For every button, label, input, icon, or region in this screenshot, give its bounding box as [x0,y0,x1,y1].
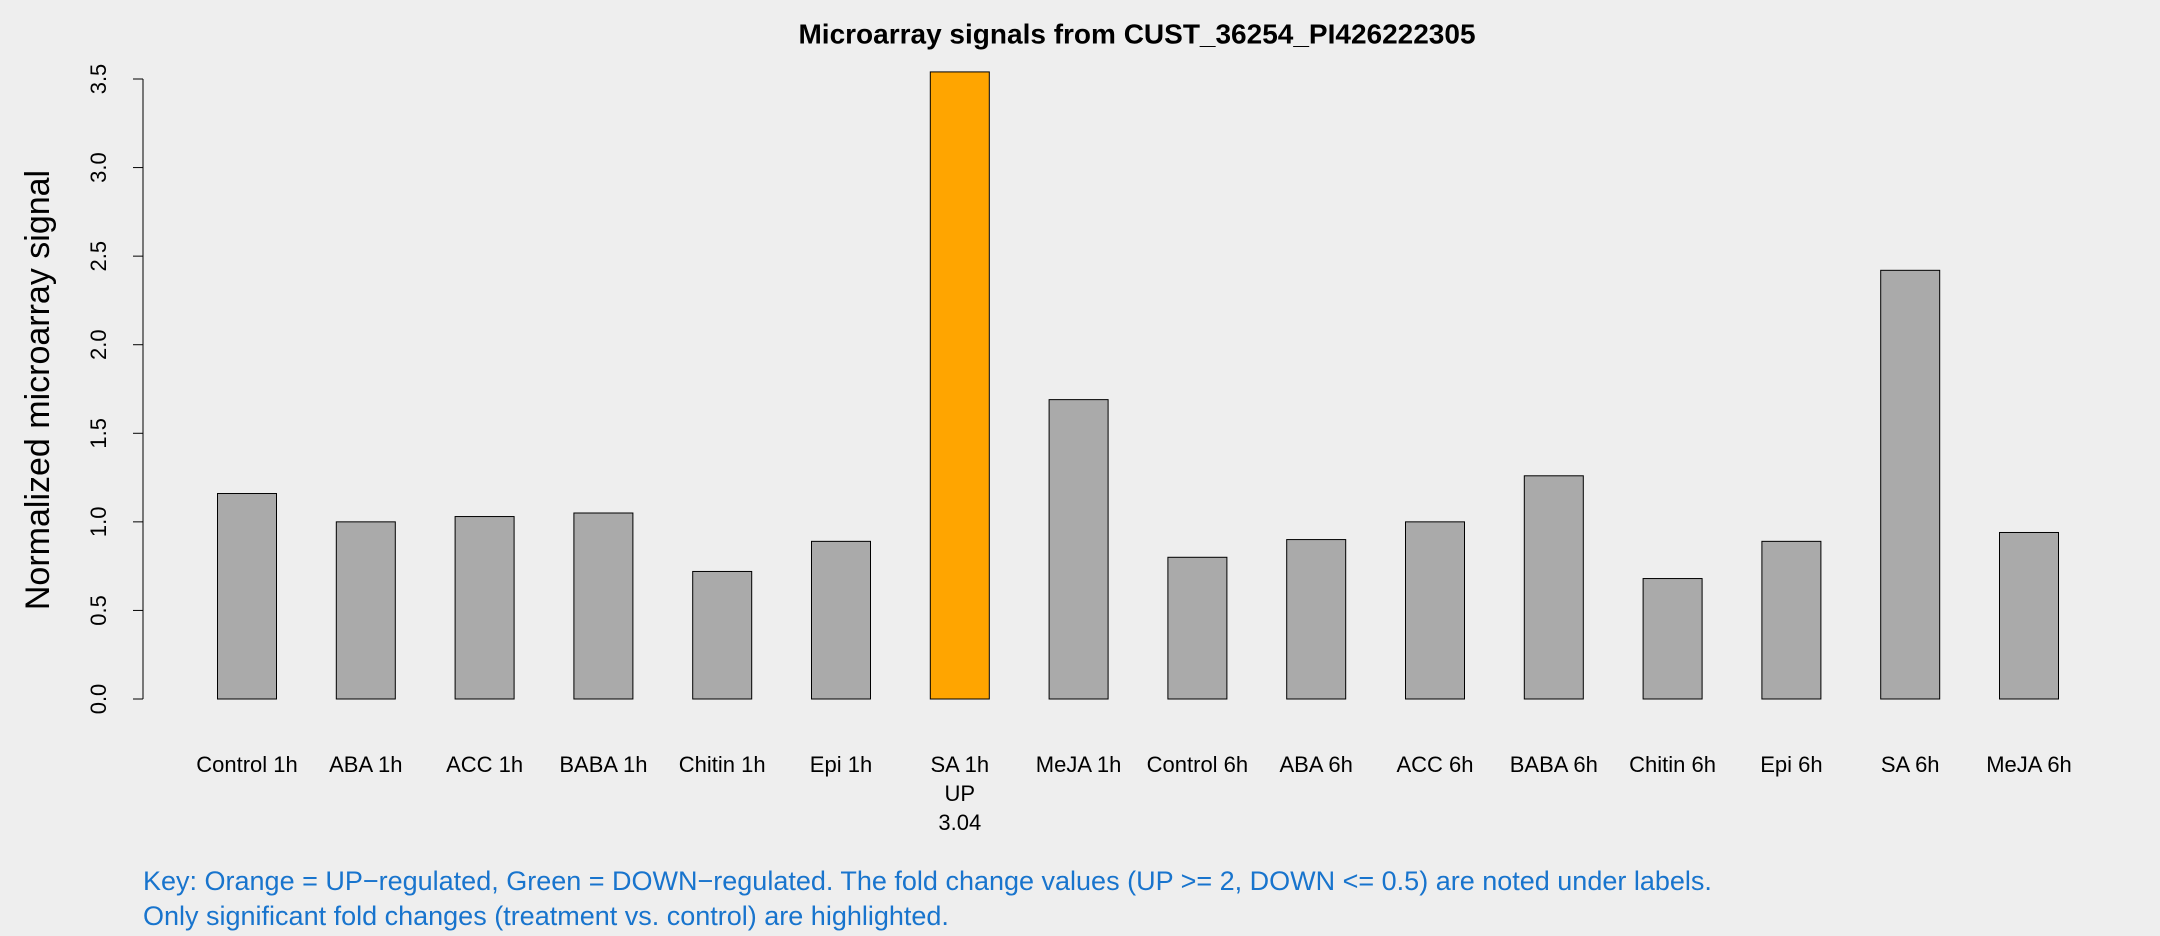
bar [1286,539,1347,700]
regulation-label: UP [945,781,976,806]
x-tick-label: Chitin 6h [1629,752,1716,777]
x-tick-label: MeJA 6h [1986,752,2072,777]
bar [811,540,871,700]
bar [1761,540,1822,700]
bar [1999,531,2059,700]
x-tick-label: BABA 6h [1510,752,1598,777]
y-tick-label: 1.5 [86,418,111,449]
fold-change-label: 3.04 [938,810,981,835]
bar [1880,269,1941,700]
x-tick-label: ACC 6h [1396,752,1473,777]
bar [335,521,396,700]
bar [217,493,277,700]
y-tick-label: 3.0 [86,152,111,183]
bar [1167,556,1228,700]
x-tick-label: MeJA 1h [1036,752,1122,777]
x-tick-label: Epi 1h [810,752,872,777]
key-text: Only significant fold changes (treatment… [143,901,949,931]
bar [692,570,753,700]
y-tick-label: 0.5 [86,595,111,626]
y-tick-label: 0.0 [86,684,111,715]
y-tick-label: 3.5 [86,64,111,95]
x-tick-label: SA 1h [930,752,989,777]
x-tick-label: Control 1h [196,752,298,777]
x-tick-label: Epi 6h [1760,752,1822,777]
chart-title: Microarray signals from CUST_36254_PI426… [798,18,1475,49]
x-tick-label: SA 6h [1881,752,1940,777]
bar [573,512,634,700]
x-tick-label: ACC 1h [446,752,523,777]
bar [454,516,515,700]
x-tick-label: Control 6h [1147,752,1249,777]
y-tick-label: 1.0 [86,507,111,538]
bar [1523,475,1584,700]
y-axis-label: Normalized microarray signal [19,170,57,610]
x-tick-label: ABA 6h [1280,752,1353,777]
x-tick-label: BABA 1h [559,752,647,777]
y-tick-label: 2.5 [86,241,111,272]
bar [1405,521,1465,700]
x-tick-label: ABA 1h [329,752,402,777]
key-text: Key: Orange = UP−regulated, Green = DOWN… [143,866,1712,896]
y-tick-label: 2.0 [86,329,111,360]
x-tick-label: Chitin 1h [679,752,766,777]
bar [1048,399,1109,700]
bar [929,71,990,700]
bar [1642,578,1703,700]
